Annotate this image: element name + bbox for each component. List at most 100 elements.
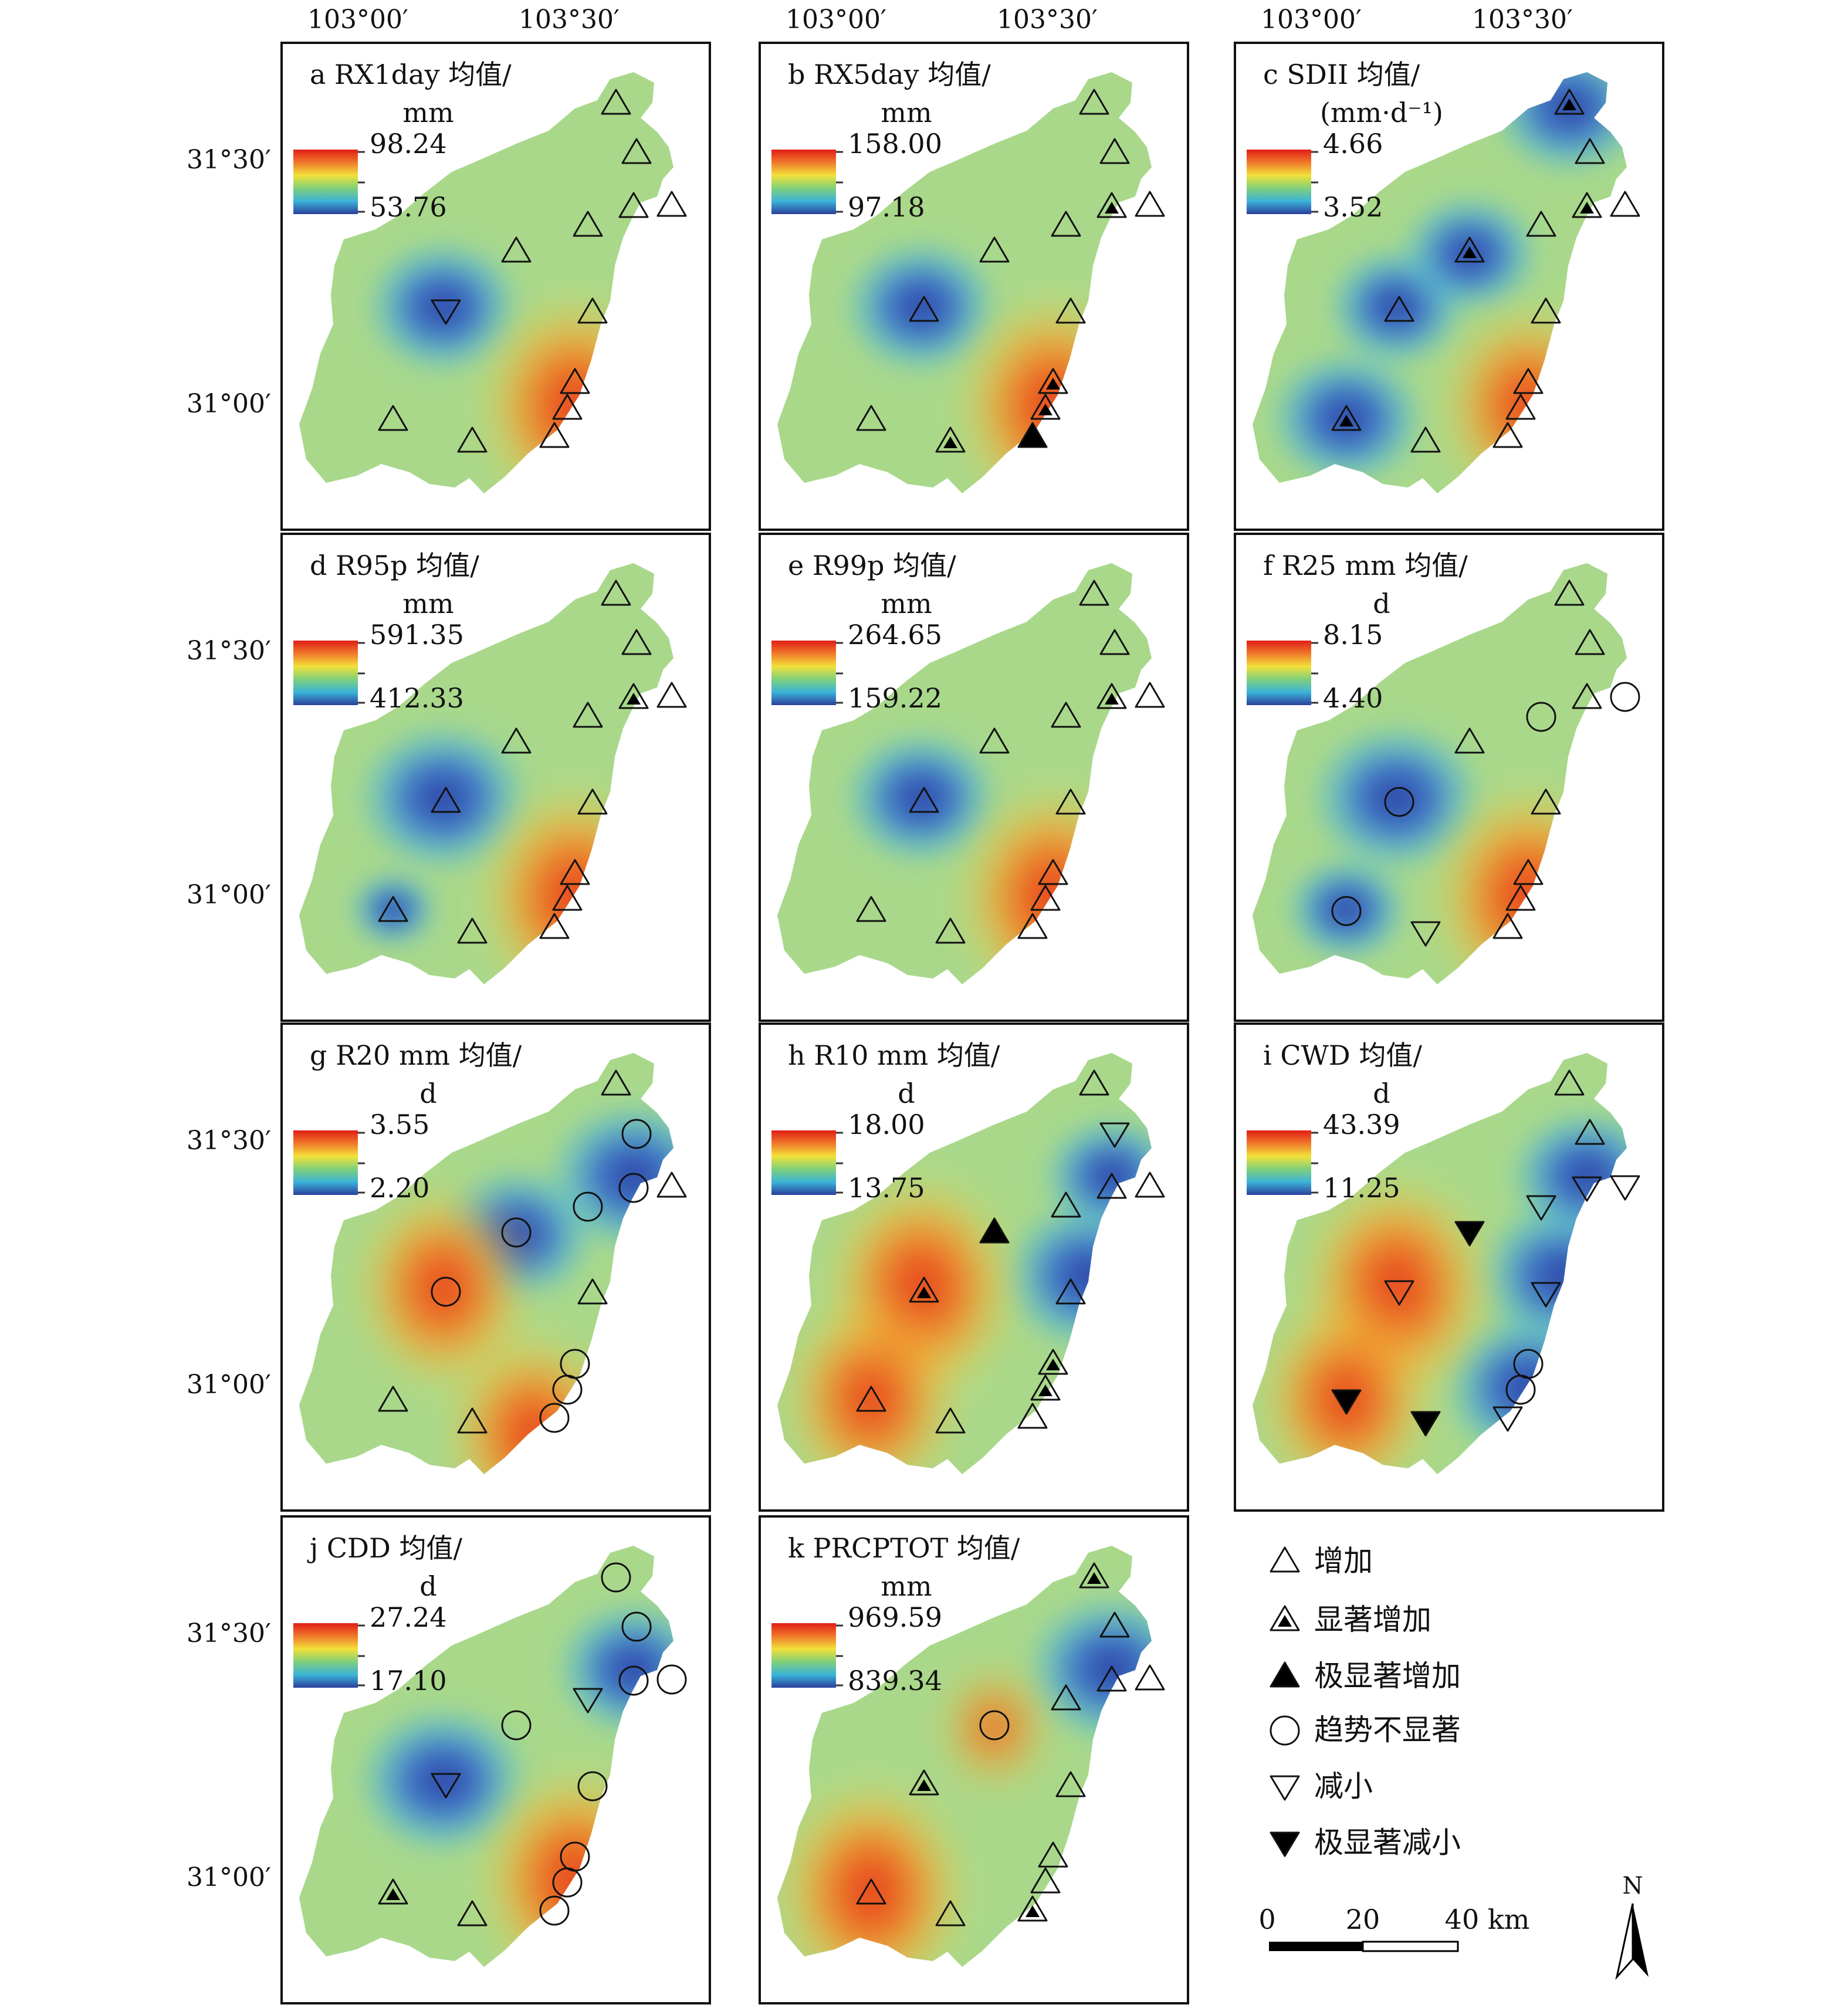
legend-label: 减小 — [1314, 1769, 1373, 1803]
station-marker-inc — [457, 917, 488, 944]
station-marker-inc — [1135, 1171, 1165, 1198]
legend-min-value: 53.76 — [370, 191, 447, 223]
station-marker-inc — [577, 1278, 608, 1305]
station-marker-dec — [431, 1773, 461, 1799]
station-marker-sig — [909, 1769, 939, 1796]
legend-max-value: 158.00 — [848, 128, 942, 160]
legend-max-value: 969.59 — [848, 1601, 942, 1633]
station-marker-inc — [1051, 702, 1081, 728]
station-marker-inc — [656, 191, 687, 217]
station-marker-ns — [618, 1665, 649, 1696]
legend-item: 趋势不显著 — [1270, 1713, 1461, 1747]
panel-unit: d — [898, 1078, 915, 1109]
station-marker-inc — [1051, 1191, 1081, 1218]
station-marker-dec — [1410, 921, 1441, 947]
legend-max-value: 43.39 — [1323, 1109, 1400, 1140]
color-legend: 43.39 11.25 — [1247, 1109, 1400, 1204]
station-marker-inc — [1531, 788, 1561, 815]
station-marker-vsigdec — [1454, 1221, 1485, 1247]
station-marker-inc — [909, 787, 939, 813]
legend-min-value: 839.34 — [848, 1665, 942, 1697]
station-marker-inc — [577, 788, 608, 815]
station-marker-inc — [621, 138, 652, 164]
station-marker-inc — [457, 1900, 488, 1926]
station-marker-ns — [1331, 896, 1362, 926]
latitude-label: 31°30′ — [187, 1126, 271, 1156]
station-marker-inc — [1051, 211, 1081, 237]
station-marker-ns — [539, 1403, 570, 1433]
station-marker-inc — [1505, 394, 1536, 420]
legend-max-value: 4.66 — [1323, 128, 1383, 160]
station-marker-inc — [1531, 297, 1561, 324]
north-label: N — [1623, 1872, 1643, 1899]
scale-bar: 0 20 40 km — [1258, 1904, 1530, 1952]
legend-min-value: 13.75 — [848, 1172, 925, 1204]
panel-title: c SDII 均值/ — [1263, 59, 1420, 90]
color-legend: 3.55 2.20 — [293, 1109, 429, 1204]
scale-tick-label: 40 km — [1445, 1904, 1530, 1935]
color-legend: 8.15 4.40 — [1247, 619, 1383, 714]
panel-c: c SDII 均值/ (mm·d⁻¹)4.66 3.52 — [1234, 42, 1664, 531]
station-marker-inc — [1513, 859, 1544, 885]
legend-label: 趋势不显著 — [1314, 1713, 1461, 1747]
latitude-label: 31°00′ — [187, 1370, 271, 1400]
station-marker-dec — [1610, 1175, 1640, 1201]
station-marker-dec — [1492, 1406, 1523, 1432]
station-marker-inc — [656, 1171, 687, 1198]
station-marker-ns — [1384, 787, 1414, 817]
panel-title: h R10 mm 均值/ — [788, 1039, 1000, 1071]
legend-label: 显著增加 — [1314, 1603, 1431, 1637]
station-marker-inc — [1505, 885, 1536, 911]
station-marker-inc — [560, 368, 590, 394]
station-marker-inc — [1135, 1664, 1165, 1691]
station-marker-sig — [1030, 394, 1061, 420]
legend-item: 极显著减小 — [1270, 1826, 1461, 1860]
panel-unit: d — [1373, 588, 1390, 619]
station-marker-sig — [1096, 683, 1127, 709]
station-marker-sig — [1030, 1374, 1061, 1401]
station-marker-inc — [1079, 1069, 1109, 1096]
station-marker-inc — [378, 896, 408, 922]
north-arrow-icon: N — [1615, 1872, 1649, 1980]
color-legend: 158.00 97.18 — [771, 128, 942, 223]
legend-label: 极显著减小 — [1314, 1826, 1461, 1860]
panel-f: f R25 mm 均值/d8.15 4.40 — [1234, 533, 1664, 1022]
station-marker-inc — [618, 192, 649, 218]
station-marker-ns — [601, 1562, 631, 1593]
station-marker-inc — [856, 896, 886, 922]
station-marker-inc — [1554, 1069, 1585, 1096]
station-marker-inc — [1055, 788, 1086, 815]
station-marker-inc — [935, 1900, 966, 1926]
station-marker-inc — [856, 1878, 886, 1905]
station-marker-ns — [501, 1710, 532, 1741]
panel-unit: mm — [881, 588, 932, 619]
coordinate-labels: 103°00′ 103°30′ 103°00′ 103°30′ 103°00′ 103°3… — [187, 5, 1573, 1892]
station-marker-sig — [1572, 192, 1602, 218]
station-marker-inc — [1135, 191, 1165, 217]
station-marker-inc — [1575, 1119, 1605, 1145]
station-marker-sig — [935, 426, 966, 453]
station-marker-inc — [621, 629, 652, 655]
station-marker-inc — [1099, 629, 1130, 655]
station-marker-dec — [1099, 1122, 1130, 1148]
legend-min-value: 97.18 — [848, 191, 925, 223]
station-marker-dec — [431, 299, 461, 325]
station-marker-ns — [618, 1173, 649, 1203]
color-legend: 591.35 412.33 — [293, 619, 464, 714]
station-marker-vsigdec — [1331, 1389, 1362, 1415]
legend-item: 增加 — [1270, 1544, 1373, 1578]
station-marker-dec — [573, 1688, 603, 1714]
legend-max-value: 591.35 — [370, 619, 464, 651]
legend-item: 减小 — [1270, 1769, 1373, 1803]
legend-symbol-inc — [1270, 1546, 1300, 1573]
station-marker-vsig — [979, 1217, 1010, 1244]
station-marker-inc — [1410, 426, 1441, 453]
station-marker-ns — [656, 1664, 687, 1695]
station-marker-inc — [1055, 1278, 1086, 1305]
latitude-label: 31°00′ — [187, 389, 271, 419]
panel-title: a RX1day 均值/ — [310, 59, 512, 90]
